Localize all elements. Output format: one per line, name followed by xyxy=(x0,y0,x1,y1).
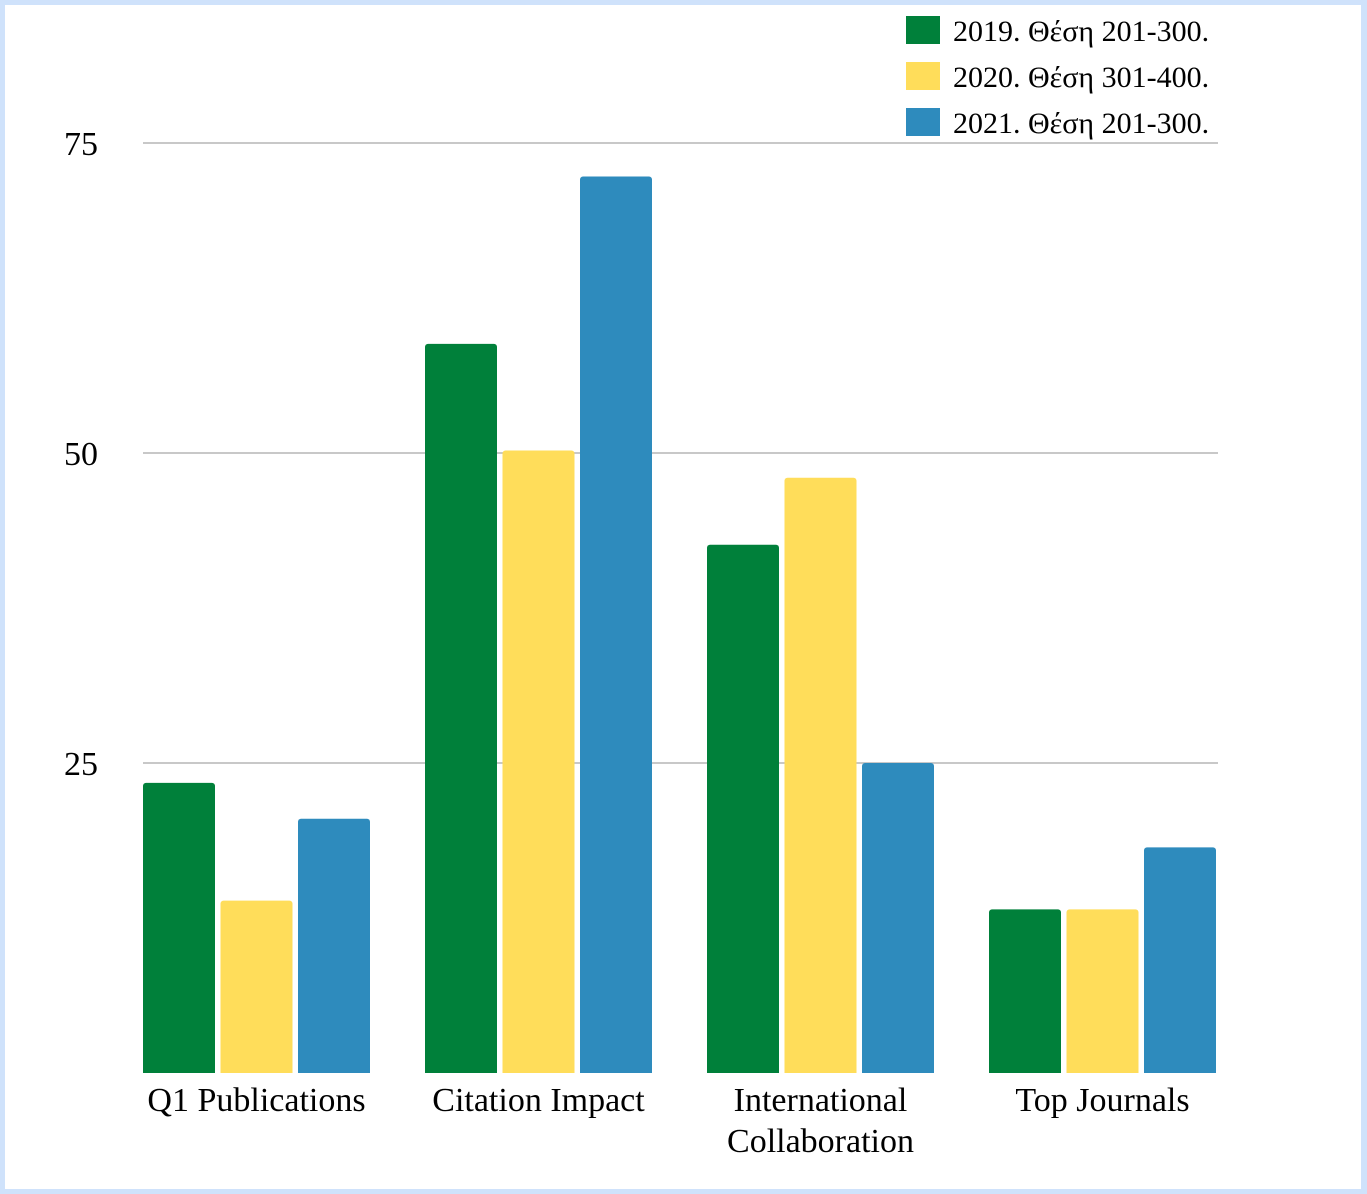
bar-1-1 xyxy=(143,782,215,1073)
legend-label-1: 2019. Θέση 201-300. xyxy=(953,15,1209,48)
legend-swatch-1 xyxy=(906,16,940,44)
bar-base-3-4 xyxy=(1144,1069,1216,1073)
bar-2-1 xyxy=(220,900,293,1073)
category-label-2-line-1: Citation Impact xyxy=(432,1082,645,1119)
bar-2-4 xyxy=(1066,909,1139,1073)
category-label-1-line-1: Q1 Publications xyxy=(147,1082,365,1119)
bar-base-1-1 xyxy=(143,1069,215,1073)
y-tick-label-50: 50 xyxy=(64,436,98,473)
bar-base-2-4 xyxy=(1066,1069,1139,1073)
legend-swatch-2 xyxy=(906,62,940,90)
legend-label-2: 2020. Θέση 301-400. xyxy=(953,61,1209,94)
category-label-4-line-1: Top Journals xyxy=(1015,1082,1189,1119)
bar-base-3-3 xyxy=(862,1069,934,1073)
bar-3-4 xyxy=(1144,847,1216,1073)
bar-base-3-2 xyxy=(580,1069,652,1073)
bar-1-2 xyxy=(425,343,497,1073)
legend-swatch-3 xyxy=(906,108,940,136)
category-label-3-line-2: Collaboration xyxy=(727,1123,914,1160)
y-tick-label-75: 75 xyxy=(64,126,98,163)
bar-1-4 xyxy=(989,909,1061,1073)
bar-base-2-1 xyxy=(220,1069,293,1073)
bar-2-3 xyxy=(784,477,857,1073)
bar-1-3 xyxy=(707,544,779,1073)
legend-label-3: 2021. Θέση 201-300. xyxy=(953,107,1209,140)
gridlines xyxy=(143,142,1218,764)
bar-base-3-1 xyxy=(298,1069,370,1073)
x-axis-categories: Q1 Publications Citation Impact Internatio… xyxy=(147,1082,1189,1160)
category-label-3-line-1: International xyxy=(734,1082,908,1119)
legend: 2019. Θέση 201-300. 2020. Θέση 301-400. 20… xyxy=(906,15,1209,140)
bar-base-1-4 xyxy=(989,1069,1061,1073)
bar-2-2 xyxy=(502,450,575,1073)
bars xyxy=(143,176,1216,1074)
bar-base-2-3 xyxy=(784,1069,857,1073)
bar-3-1 xyxy=(298,818,370,1073)
bar-3-2 xyxy=(580,176,652,1074)
bar-base-2-2 xyxy=(502,1069,575,1073)
bar-3-3 xyxy=(862,763,934,1073)
bar-base-1-2 xyxy=(425,1069,497,1073)
y-axis-ticks: 25 50 75 xyxy=(64,126,98,783)
bar-base-1-3 xyxy=(707,1069,779,1073)
y-tick-label-25: 25 xyxy=(64,746,98,783)
